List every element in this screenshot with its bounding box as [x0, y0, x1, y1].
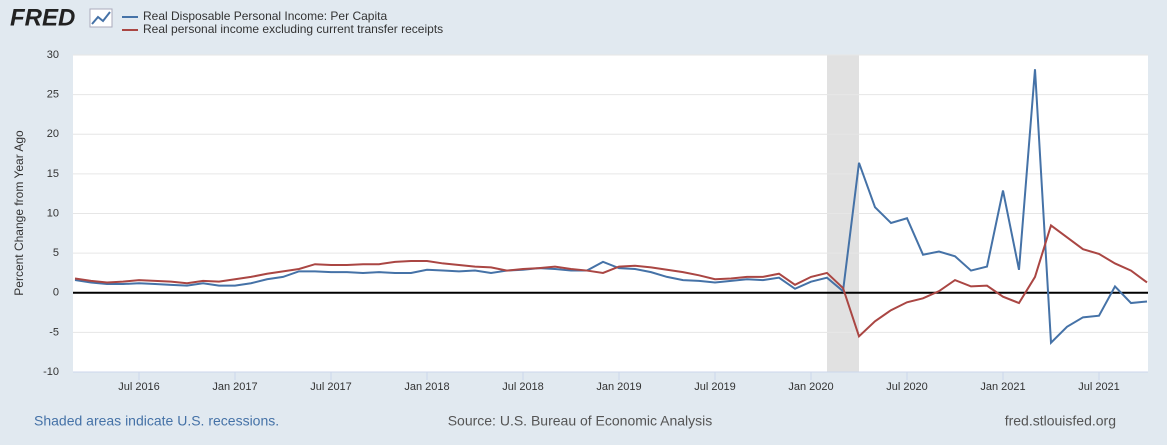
x-tick-label: Jul 2017: [310, 381, 352, 393]
y-tick-label: -5: [49, 326, 59, 338]
y-tick-label: 10: [47, 207, 59, 219]
brand-logo[interactable]: FRED: [10, 4, 75, 31]
x-tick-label: Jan 2021: [980, 381, 1025, 393]
footer-source: Source: U.S. Bureau of Economic Analysis: [448, 413, 713, 429]
x-tick-label: Jul 2019: [694, 381, 736, 393]
y-axis-label: Percent Change from Year Ago: [12, 130, 26, 296]
y-tick-label: 5: [53, 247, 59, 259]
x-tick-label: Jul 2020: [886, 381, 928, 393]
x-tick-label: Jan 2017: [212, 381, 257, 393]
footer-site[interactable]: fred.stlouisfed.org: [1005, 413, 1116, 429]
y-tick-label: 25: [47, 89, 59, 101]
legend-label: Real personal income excluding current t…: [143, 22, 443, 36]
x-tick-label: Jan 2019: [596, 381, 641, 393]
y-tick-label: -10: [43, 366, 59, 378]
series-line: [74, 223, 1148, 339]
footer-note[interactable]: Shaded areas indicate U.S. recessions.: [34, 413, 279, 429]
y-tick-label: 30: [47, 49, 59, 61]
x-tick-label: Jan 2020: [788, 381, 833, 393]
y-tick-label: 20: [47, 128, 59, 140]
y-tick-label: 15: [47, 168, 59, 180]
legend-label: Real Disposable Personal Income: Per Cap…: [143, 9, 387, 23]
x-tick-label: Jul 2018: [502, 381, 544, 393]
x-tick-label: Jul 2021: [1078, 381, 1120, 393]
series-line: [74, 69, 1148, 345]
y-tick-label: 0: [53, 287, 59, 299]
x-tick-label: Jul 2016: [118, 381, 160, 393]
x-tick-label: Jan 2018: [404, 381, 449, 393]
logo-icon: [89, 8, 113, 28]
